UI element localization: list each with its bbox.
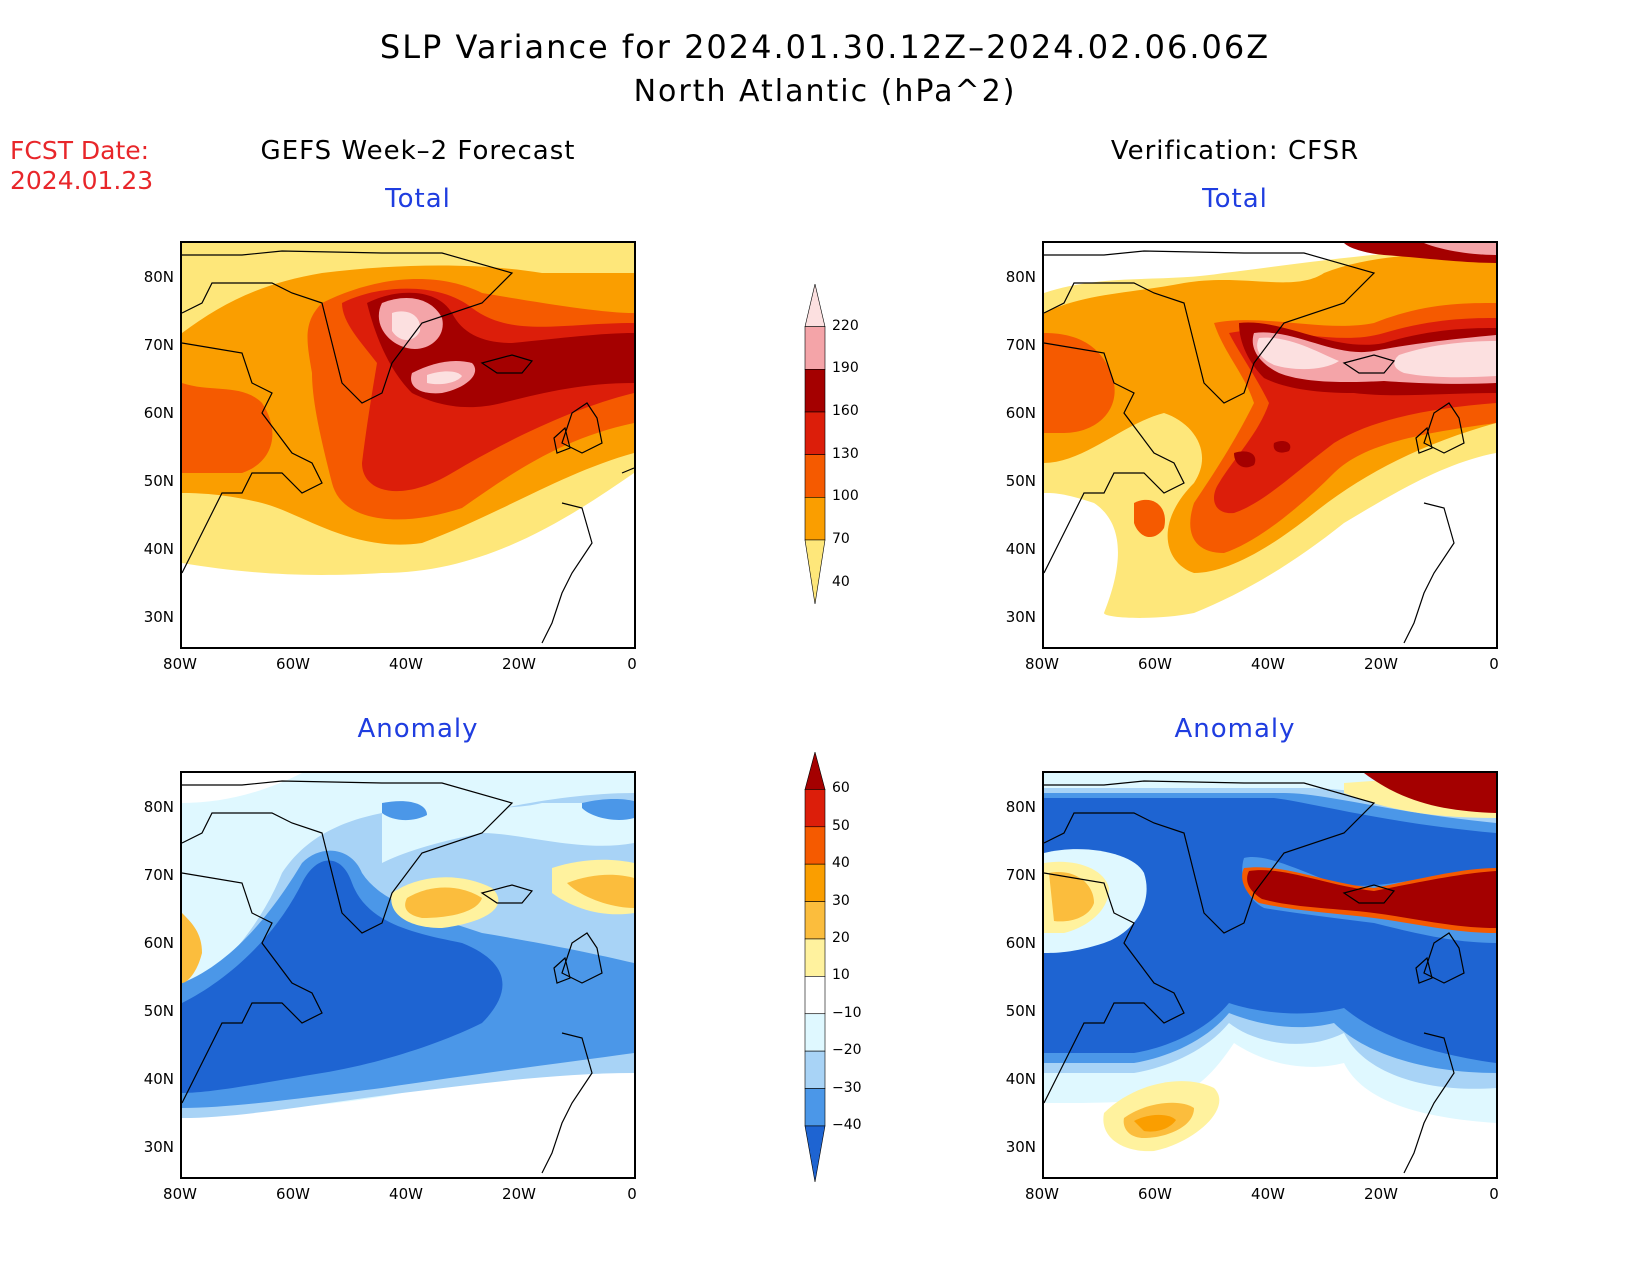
colorbar-level-label: 130 (832, 445, 859, 462)
panel-title-verification-total: Total (1202, 184, 1268, 214)
colorbar-swatches (804, 284, 826, 604)
lat-tick-label: 70N (1005, 336, 1036, 354)
lon-tick-label: 20W (502, 655, 536, 673)
lat-tick-label: 70N (143, 336, 174, 354)
lon-tick-label: 0 (627, 1185, 637, 1203)
lat-tick-label: 30N (1005, 1138, 1036, 1156)
colorbar-swatch (804, 938, 826, 977)
colorbar-swatch (804, 826, 826, 865)
forecast-date-value: 2024.01.23 (10, 166, 154, 195)
panel-title-verification-anomaly: Anomaly (1174, 714, 1296, 744)
lon-tick-label: 60W (1138, 655, 1172, 673)
colorbar-level-label: 20 (832, 929, 850, 946)
panel-title-forecast-anomaly: Anomaly (357, 714, 479, 744)
lon-tick-label: 20W (1364, 655, 1398, 673)
chart-subtitle: North Atlantic (hPa^2) (633, 74, 1017, 109)
lat-tick-label: 60N (1005, 404, 1036, 422)
colorbar-level-label: −30 (832, 1079, 862, 1096)
lon-tick-label: 80W (163, 655, 197, 673)
lat-tick-label: 80N (1005, 268, 1036, 286)
forecast-date-label: FCST Date: (10, 136, 150, 165)
colorbar-swatch (804, 326, 826, 370)
colorbar-level-label: 160 (832, 403, 859, 419)
colorbar-level-label: 40 (832, 573, 850, 590)
lon-tick-label: 0 (1489, 655, 1499, 673)
lon-tick-label: 40W (1251, 655, 1285, 673)
lon-tick-label: 20W (502, 1185, 536, 1203)
lat-tick-label: 80N (1005, 798, 1036, 816)
lon-tick-label: 40W (1251, 1185, 1285, 1203)
colorbar-swatch (804, 284, 826, 327)
lon-tick-label: 80W (1025, 1185, 1059, 1203)
colorbar-swatch (804, 539, 826, 604)
map-forecast-total (180, 241, 636, 649)
lon-tick-label: 0 (627, 655, 637, 673)
colorbar-level-label: 100 (832, 488, 859, 505)
panel-title-forecast-total: Total (385, 184, 451, 214)
lat-tick-label: 40N (143, 540, 174, 558)
colorbar-swatch (804, 1125, 826, 1182)
lat-tick-label: 60N (143, 404, 174, 422)
colorbar-level-label: 60 (832, 780, 850, 797)
forecast-date-block: FCST Date: 2024.01.23 (10, 136, 153, 196)
colorbar-level-label: 40 (832, 855, 850, 872)
lon-tick-label: 60W (1138, 1185, 1172, 1203)
lon-tick-label: 60W (276, 1185, 310, 1203)
colorbar-swatch (804, 976, 826, 1015)
colorbar-anomaly: 60 50 40 30 20 10 −10 −20 −30 −40 (800, 752, 920, 1196)
colorbar-swatch (804, 369, 826, 413)
lon-tick-label: 20W (1364, 1185, 1398, 1203)
left-column-heading: GEFS Week–2 Forecast (260, 136, 576, 166)
colorbar-level-label: 190 (832, 360, 859, 377)
lat-tick-label: 50N (143, 1002, 174, 1020)
lon-tick-label: 80W (1025, 655, 1059, 673)
colorbar-swatch (804, 454, 826, 498)
lon-tick-label: 60W (276, 655, 310, 673)
colorbar-swatch (804, 752, 826, 790)
colorbar-level-label: −10 (832, 1004, 862, 1021)
lat-tick-label: 30N (143, 1138, 174, 1156)
lon-tick-label: 40W (389, 655, 423, 673)
colorbar-swatch (804, 789, 826, 828)
map-forecast-anomaly (180, 771, 636, 1179)
colorbar-swatches (804, 752, 826, 1182)
colorbar-level-label: 50 (832, 817, 850, 834)
colorbar-level-label: 30 (832, 892, 850, 909)
colorbar-swatch (804, 411, 826, 455)
lat-tick-label: 40N (143, 1070, 174, 1088)
lat-tick-label: 80N (143, 268, 174, 286)
lat-tick-label: 70N (1005, 866, 1036, 884)
colorbar-swatch (804, 1050, 826, 1089)
colorbar-swatch (804, 1088, 826, 1127)
colorbar-swatch (804, 1013, 826, 1052)
lon-tick-label: 40W (389, 1185, 423, 1203)
lat-tick-label: 50N (1005, 472, 1036, 490)
colorbar-level-label: −40 (832, 1116, 862, 1133)
colorbar-level-label: −20 (832, 1042, 862, 1059)
colorbar-level-label: 10 (832, 967, 850, 984)
right-column-heading: Verification: CFSR (1110, 136, 1360, 166)
colorbar-level-label: 220 (832, 317, 859, 334)
map-verification-total (1042, 241, 1498, 649)
lat-tick-label: 50N (143, 472, 174, 490)
colorbar-swatch (804, 863, 826, 902)
lon-tick-label: 80W (163, 1185, 197, 1203)
lat-tick-label: 30N (143, 608, 174, 626)
lat-tick-label: 60N (1005, 934, 1036, 952)
chart-title: SLP Variance for 2024.01.30.12Z–2024.02.… (379, 28, 1271, 66)
lat-tick-label: 40N (1005, 1070, 1036, 1088)
lat-tick-label: 40N (1005, 540, 1036, 558)
lat-tick-label: 50N (1005, 1002, 1036, 1020)
colorbar-level-label: 70 (832, 531, 850, 547)
colorbar-total: 220 190 160 130 100 70 40 (800, 284, 920, 614)
lat-tick-label: 70N (143, 866, 174, 884)
map-verification-anomaly (1042, 771, 1498, 1179)
lat-tick-label: 80N (143, 798, 174, 816)
lat-tick-label: 30N (1005, 608, 1036, 626)
colorbar-swatch (804, 901, 826, 940)
lat-tick-label: 60N (143, 934, 174, 952)
lon-tick-label: 0 (1489, 1185, 1499, 1203)
colorbar-swatch (804, 497, 826, 541)
